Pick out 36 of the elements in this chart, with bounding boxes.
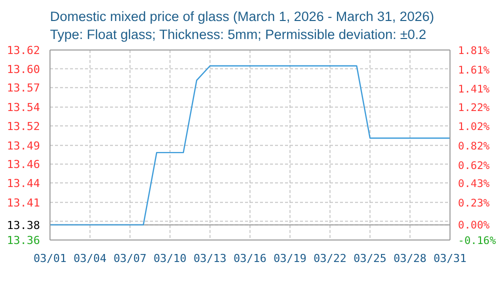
x-tick-label: 03/10	[153, 252, 187, 265]
y-tick-label: 13.49	[6, 139, 40, 152]
chart-title: Domestic mixed price of glass (March 1, 2026 - March 31, 2026)	[50, 8, 434, 26]
x-tick-label: 03/25	[353, 252, 387, 265]
y-tick-label: 13.54	[6, 101, 40, 114]
y-tick-label: 13.44	[6, 176, 40, 190]
x-tick-label: 03/31	[433, 252, 467, 265]
x-tick-label: 03/13	[193, 252, 227, 265]
y2-tick-label: 1.22%	[458, 102, 490, 114]
y-tick-label: 13.46	[6, 158, 40, 172]
x-tick-label: 03/04	[73, 252, 107, 265]
y-tick-label: 13.38	[6, 218, 40, 232]
y-tick-label: 13.41	[6, 196, 40, 210]
chart-subtitle: Type: Float glass; Thickness: 5mm; Permissible deviation: ±0.2	[50, 26, 428, 44]
y2-tick-label: 1.41%	[458, 84, 490, 96]
y-tick-label: 13.57	[6, 82, 40, 95]
y2-tick-label: 1.02%	[458, 121, 490, 134]
y2-tick-label: 0.62%	[458, 160, 490, 172]
y2-tick-label: 0.00%	[458, 220, 490, 232]
x-tick-label: 03/01	[33, 252, 67, 265]
y2-tick-label: 0.23%	[458, 197, 490, 210]
y-tick-label: 13.52	[6, 120, 40, 133]
y2-tick-label: 1.81%	[458, 45, 490, 57]
x-tick-label: 03/16	[233, 252, 267, 265]
line-series	[50, 65, 450, 226]
y2-tick-label: 0.43%	[458, 178, 490, 190]
x-tick-label: 03/22	[313, 252, 347, 265]
x-tick-label: 03/07	[113, 252, 147, 265]
y-tick-label: 13.60	[6, 62, 40, 76]
x-tick-label: 03/19	[273, 252, 307, 265]
y2-tick-label: -0.16%	[458, 235, 497, 247]
y2-tick-label: 0.82%	[458, 140, 490, 152]
y-tick-label: 13.62	[6, 44, 40, 57]
y-tick-label: 13.36	[6, 234, 40, 247]
y2-tick-label: 1.61%	[458, 64, 490, 76]
x-tick-label: 03/28	[393, 252, 427, 265]
